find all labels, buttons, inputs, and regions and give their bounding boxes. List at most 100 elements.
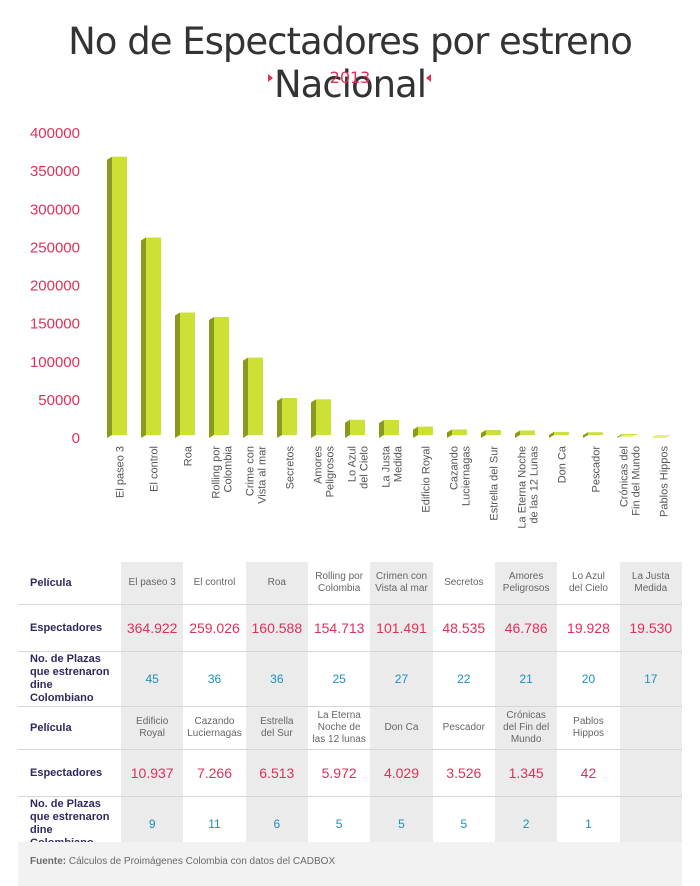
film-name-cell: Amores Peligrosos (494, 562, 558, 605)
x-tick-label: Luciernagas (461, 446, 473, 506)
y-tick-label: 200000 (30, 278, 80, 295)
x-tick-label: La Justa (381, 445, 393, 487)
film-name-cell-line: Secretos (444, 577, 484, 588)
row-label-plazas-line: No. de Plazas (30, 653, 101, 665)
arrow-left-icon[interactable] (426, 74, 431, 82)
film-name-cell-line: Don Ca (384, 722, 419, 733)
x-tick-label: Rolling por (211, 446, 223, 499)
row-label-plazas-line: que estrenaron (30, 666, 110, 678)
film-name-cell-line: Medida (634, 583, 668, 594)
plazas-cell: 25 (307, 651, 371, 707)
x-tick-label: de las 12 Lunas (529, 446, 541, 524)
bar (214, 317, 229, 435)
espectadores-cell: 48.535 (432, 604, 495, 652)
bar-chart: 0 50000 100000 150000 200000 250000 300000 3500… (30, 125, 671, 529)
espectadores-cell: 259.026 (183, 604, 246, 652)
film-name-cell-line: Edificio (136, 716, 169, 727)
row-label-espectadores: Espectadores (18, 749, 121, 797)
x-tick-label: Estrella del Sur (489, 446, 501, 521)
espectadores-cell: 364.922 (121, 604, 184, 652)
film-name-cell-line: Crimen con (375, 571, 428, 582)
row-label-pelicula: Película (18, 562, 121, 605)
film-name-cell (619, 706, 682, 750)
espectadores-cell: 154.713 (307, 604, 371, 652)
bar-side (209, 317, 214, 438)
film-name-cell-line: del Sur (260, 728, 293, 739)
x-tick-label: Secretos (285, 446, 297, 490)
film-name-cell-line: Pescador (442, 722, 485, 733)
espectadores-cell: 1.345 (494, 749, 558, 797)
footnote-text: Cálculos de Proimágenes Colombia con dat… (66, 856, 336, 867)
espectadores-cell: 4.029 (370, 749, 433, 797)
espectadores-cell: 19.928 (557, 604, 620, 652)
plazas-cell: 21 (494, 651, 558, 707)
x-tick-label: El control (149, 446, 161, 492)
bar (316, 399, 331, 435)
x-tick-label: Pablos Hippos (659, 446, 671, 517)
film-name-cell-line: Colombia (318, 583, 361, 594)
film-name-cell-line: Roa (267, 577, 286, 588)
bar-side (617, 433, 622, 438)
x-tick-label: Crónicas del (619, 446, 631, 507)
data-table: Película El paseo 3 El control Roa Rolling p… (18, 562, 682, 852)
film-name-cell: Lo Azul del Cielo (557, 562, 620, 605)
bar-side (107, 156, 112, 438)
film-name-cell-line: Lo Azul (572, 571, 605, 582)
year-label: 2013 (329, 68, 371, 87)
table-row: Película El paseo 3 El control Roa Rolling p… (18, 562, 682, 605)
film-name-cell-line: Amores (508, 571, 544, 582)
film-name-cell-line: del Fin del (503, 722, 550, 733)
espectadores-cell (619, 749, 682, 797)
espectadores-cell: 19.530 (619, 604, 682, 652)
plazas-cell: 36 (245, 651, 308, 707)
film-name-cell: El control (183, 562, 246, 605)
year-selector: 2013 (0, 68, 700, 90)
plazas-cell: 17 (619, 651, 682, 707)
bar-side (447, 429, 452, 438)
bar (486, 430, 501, 435)
row-label-plazas-line: No. de Plazas (30, 798, 101, 810)
bar (622, 433, 637, 435)
plazas-cell: 22 (432, 651, 495, 707)
row-label-plazas-line: dine Colombiano (30, 679, 94, 704)
x-tick-label: Peligrosos (325, 446, 337, 498)
footnote-label: Fuente: (30, 856, 67, 867)
y-tick-label: 50000 (38, 392, 80, 409)
espectadores-cell: 6.513 (245, 749, 308, 797)
espectadores-cell: 46.786 (494, 604, 558, 652)
x-tick-label: Cazando (449, 446, 461, 490)
arrow-right-icon[interactable] (268, 74, 273, 82)
bar-side (583, 432, 588, 438)
bar (554, 431, 569, 435)
y-tick-label: 250000 (30, 239, 80, 256)
table-row: Espectadores 364.922 259.026 160.588 154.713… (18, 604, 682, 652)
x-tick-label: Roa (183, 445, 195, 466)
bar-side (141, 237, 146, 438)
bar-side (515, 430, 520, 438)
film-name-cell: Don Ca (370, 706, 433, 750)
film-name-cell: Crónicas del Fin del Mundo (494, 706, 558, 750)
film-name-cell-line: las 12 lunas (312, 734, 366, 745)
espectadores-cell: 42 (557, 749, 620, 797)
x-tick-label: Crime con (245, 446, 257, 496)
film-name-cell-line: Noche de (317, 722, 361, 733)
film-name-cell: El paseo 3 (121, 562, 184, 605)
plazas-cell: 36 (183, 651, 246, 707)
y-tick-label: 100000 (30, 354, 80, 371)
bar-side (379, 420, 384, 438)
table-row: Película Edificio Royal Cazando Luciernagas E… (18, 706, 682, 750)
film-name-cell: Roa (245, 562, 308, 605)
bar-side (345, 419, 350, 438)
film-name-cell-line: La Eterna (317, 710, 361, 721)
film-name-cell-line: Royal (139, 728, 165, 739)
table-row: Espectadores 10.937 7.266 6.513 5.972 4.029 3.… (18, 749, 682, 797)
espectadores-cell: 10.937 (121, 749, 184, 797)
x-tick-label: del Cielo (359, 446, 371, 489)
film-name-cell: Estrella del Sur (245, 706, 308, 750)
x-tick-label: El paseo 3 (115, 446, 127, 498)
film-name-cell-line: Luciernagas (187, 728, 242, 739)
plazas-cell: 20 (557, 651, 620, 707)
y-tick-label: 350000 (30, 163, 80, 180)
film-name-cell-line: El control (193, 577, 236, 588)
bar-side (481, 430, 486, 438)
